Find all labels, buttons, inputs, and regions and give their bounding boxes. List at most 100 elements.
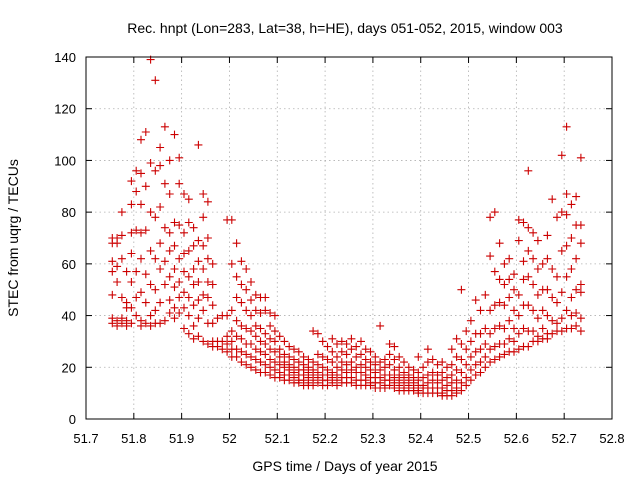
data-point (533, 265, 542, 273)
data-point (529, 228, 538, 237)
data-point (156, 265, 165, 273)
x-tick-label: 52.5 (456, 431, 481, 446)
data-point (333, 363, 341, 372)
data-point (108, 267, 117, 276)
data-point (505, 254, 514, 263)
data-point (275, 373, 284, 382)
data-point (275, 360, 284, 369)
data-point (270, 347, 279, 356)
data-point (261, 368, 270, 377)
data-point (313, 360, 322, 369)
data-point (256, 337, 265, 346)
data-point (400, 358, 408, 367)
data-point (500, 340, 509, 348)
data-point (395, 363, 404, 372)
data-point (328, 334, 337, 343)
data-point (184, 272, 193, 281)
data-point (266, 345, 275, 354)
data-point (462, 373, 471, 382)
data-point (347, 358, 356, 367)
data-point (572, 254, 581, 263)
data-point (557, 327, 566, 336)
data-point (156, 298, 165, 307)
y-tick-label: 120 (54, 102, 76, 117)
data-point (514, 345, 523, 354)
data-point (141, 226, 150, 235)
data-point (562, 272, 571, 281)
data-point (199, 190, 208, 198)
data-point (151, 306, 160, 315)
data-point (357, 350, 365, 359)
x-tick-label: 52.3 (360, 431, 385, 446)
data-point (318, 337, 327, 346)
data-point (160, 316, 169, 325)
data-point (203, 293, 212, 302)
data-point (395, 352, 404, 361)
data-point (175, 153, 184, 162)
data-point (500, 350, 509, 359)
data-point (175, 179, 184, 188)
data-point (471, 360, 480, 369)
data-point (184, 218, 193, 227)
data-point (438, 376, 447, 385)
data-point (256, 358, 265, 367)
data-point (576, 239, 585, 248)
data-point (510, 347, 518, 356)
y-tick-label: 0 (69, 412, 76, 427)
data-point (194, 296, 203, 305)
data-point (261, 306, 270, 315)
data-point (423, 358, 432, 367)
data-point (318, 352, 327, 361)
data-point (189, 265, 198, 273)
data-point (175, 221, 184, 230)
data-point (347, 334, 356, 343)
data-point (256, 347, 265, 356)
data-point (490, 324, 499, 333)
data-point (280, 350, 289, 359)
data-point (562, 241, 571, 250)
y-tick-label: 100 (54, 153, 76, 168)
data-point (361, 363, 370, 372)
data-point (203, 254, 212, 263)
data-point (510, 337, 518, 346)
data-point (165, 272, 174, 281)
data-point (548, 316, 557, 325)
data-point (529, 327, 538, 336)
data-point (462, 381, 471, 390)
data-point (428, 368, 437, 377)
data-point (357, 360, 365, 369)
data-point (132, 293, 141, 302)
data-point (328, 358, 337, 367)
data-point (294, 378, 303, 387)
data-point (237, 280, 246, 289)
data-point (514, 236, 523, 245)
data-point (390, 365, 399, 374)
data-point (423, 345, 432, 354)
data-point (390, 384, 399, 392)
data-point (452, 334, 461, 343)
data-point (414, 352, 423, 361)
data-point (495, 239, 504, 248)
data-point (543, 231, 552, 240)
data-point (266, 363, 275, 372)
data-point (486, 213, 495, 222)
data-point (357, 337, 365, 346)
data-point (270, 327, 279, 336)
chart-title: Rec. hnpt (Lon=283, Lat=38, h=HE), days … (127, 20, 563, 36)
data-point (184, 329, 193, 338)
data-point (203, 234, 212, 242)
data-point (447, 391, 456, 400)
grid-layer (86, 57, 612, 419)
data-point (562, 190, 571, 198)
data-point (557, 314, 566, 323)
data-point (137, 228, 145, 237)
data-point (141, 128, 150, 136)
data-point (318, 363, 327, 372)
data-point (524, 272, 533, 281)
data-point (203, 197, 212, 206)
data-point (385, 360, 394, 369)
data-point (309, 327, 318, 336)
data-point (247, 327, 255, 336)
data-point (232, 345, 241, 354)
